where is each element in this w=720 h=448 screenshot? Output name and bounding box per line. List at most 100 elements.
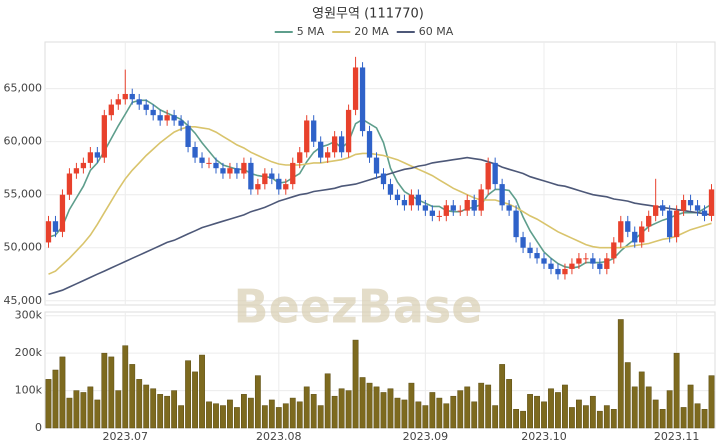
candle-body xyxy=(541,258,547,264)
candle-body xyxy=(220,168,226,174)
candle-body xyxy=(680,200,687,211)
volume-bar xyxy=(708,375,715,429)
y-tick-label: 50,000 xyxy=(4,241,43,254)
volume-bar xyxy=(296,401,303,429)
volume-bar xyxy=(394,397,401,429)
volume-bar xyxy=(73,390,80,429)
y-tick-label: 65,000 xyxy=(4,82,43,95)
volume-bar xyxy=(541,401,547,429)
volume-bar xyxy=(52,369,59,429)
candle-body xyxy=(429,210,435,216)
candle-body xyxy=(506,205,512,211)
volume-bar xyxy=(45,379,52,429)
volume-bar xyxy=(527,394,533,429)
candle-body xyxy=(436,215,442,217)
volume-bar xyxy=(548,388,554,429)
candle-body xyxy=(129,93,135,100)
volume-bar xyxy=(652,399,659,429)
candle-body xyxy=(520,237,526,248)
candle-body xyxy=(73,168,80,174)
volume-bar xyxy=(80,392,87,429)
volume-bar xyxy=(415,401,422,429)
candle-body xyxy=(708,189,715,216)
candle-body xyxy=(373,157,380,174)
volume-bar xyxy=(555,392,561,429)
volume-bar xyxy=(199,354,205,429)
volume-bar xyxy=(164,395,171,429)
volume-bar xyxy=(366,382,373,429)
y-tick-label: 200k xyxy=(15,346,43,359)
candle-body xyxy=(304,120,310,153)
candle-body xyxy=(527,247,533,254)
volume-bar xyxy=(387,388,394,429)
candle-body xyxy=(660,205,666,211)
candle-body xyxy=(401,200,408,206)
watermark: BeezBase xyxy=(234,280,483,334)
volume-bar xyxy=(506,379,513,429)
volume-bar xyxy=(603,405,610,429)
candle-body xyxy=(283,184,289,190)
candle-body xyxy=(478,189,484,211)
candle-body xyxy=(150,109,156,116)
candle-body xyxy=(199,157,205,163)
volume-bar xyxy=(408,382,415,429)
y-tick-label: 300k xyxy=(15,309,43,322)
volume-bar xyxy=(659,409,666,429)
volume-bar xyxy=(66,397,73,429)
volume-bar xyxy=(645,386,652,429)
volume-bar xyxy=(429,392,436,429)
candle-body xyxy=(311,120,317,142)
volume-bar xyxy=(520,410,526,429)
candle-body xyxy=(653,205,659,216)
candle-body xyxy=(450,205,456,211)
volume-bar xyxy=(345,390,352,429)
candle-body xyxy=(227,168,233,174)
candle-body xyxy=(464,200,470,211)
volume-bar xyxy=(596,410,603,429)
volume-bar xyxy=(499,364,506,429)
candle-body xyxy=(157,115,163,121)
candle-body xyxy=(394,194,401,201)
candle-body xyxy=(590,258,596,264)
volume-bar xyxy=(310,394,317,429)
candle-body xyxy=(701,210,708,216)
x-tick-label: 2023.11 xyxy=(654,430,700,443)
legend-label: 5 MA xyxy=(297,25,325,38)
candle-body xyxy=(639,226,645,243)
candle-body xyxy=(206,162,212,164)
volume-bar xyxy=(422,405,429,429)
volume-bar xyxy=(87,386,94,429)
candle-body xyxy=(331,136,338,153)
volume-bar xyxy=(143,384,150,429)
volume-bar xyxy=(254,375,261,429)
candle-body xyxy=(687,200,694,206)
candle-body xyxy=(387,184,394,195)
volume-bar xyxy=(450,395,457,429)
candle-body xyxy=(632,231,638,243)
volume-bar xyxy=(701,409,708,429)
volume-bar xyxy=(478,382,485,429)
volume-bar xyxy=(129,364,136,429)
candle-body xyxy=(115,99,121,105)
volume-bar xyxy=(436,397,443,429)
volume-bar xyxy=(108,356,115,429)
volume-bar xyxy=(687,384,694,429)
volume-bar xyxy=(562,384,568,429)
candle-body xyxy=(318,141,324,158)
candle-body xyxy=(694,205,701,211)
volume-bar xyxy=(680,407,687,429)
volume-bar xyxy=(457,390,464,429)
volume-bar xyxy=(324,373,331,429)
candle-body xyxy=(269,173,275,179)
candle-body xyxy=(122,93,128,100)
volume-bar xyxy=(122,345,129,429)
volume-bar xyxy=(631,386,638,429)
volume-bar xyxy=(157,394,164,429)
volume-bar xyxy=(303,386,310,429)
candle-body xyxy=(108,104,114,116)
candle-body xyxy=(471,200,477,211)
volume-bar xyxy=(317,405,324,429)
candle-body xyxy=(415,194,422,206)
candle-body xyxy=(380,173,387,185)
